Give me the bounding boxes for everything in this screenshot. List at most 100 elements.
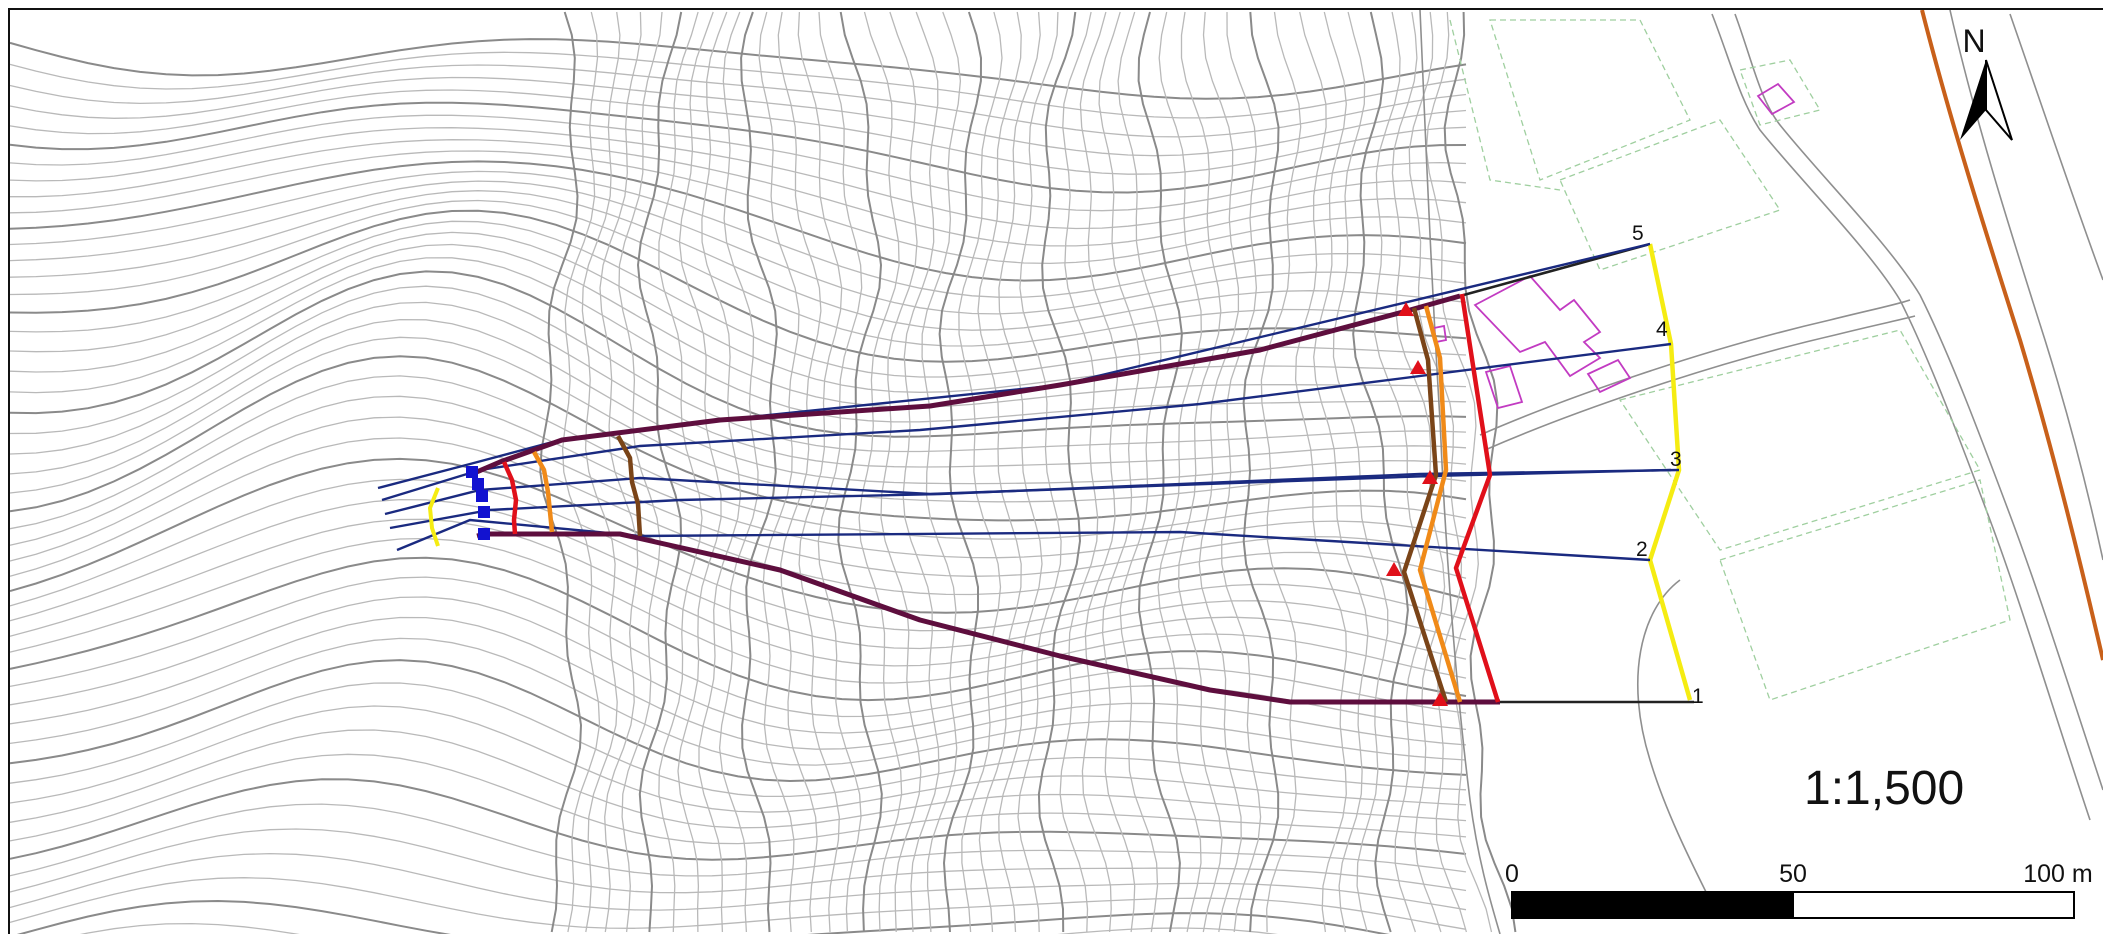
section-markers xyxy=(466,302,1448,706)
buildings xyxy=(1432,82,1796,410)
section-lines xyxy=(377,242,1680,562)
building-outline xyxy=(1484,364,1524,410)
section-label-1: 1 xyxy=(1692,685,1704,708)
contour-line xyxy=(9,89,1467,175)
contour-line xyxy=(9,576,1467,718)
contour-line xyxy=(9,416,1467,577)
red-triangle-icon xyxy=(1422,470,1438,484)
contour-line xyxy=(9,190,1467,331)
contour-line xyxy=(9,231,1467,393)
contour-line xyxy=(9,243,1467,408)
parcel-boundary xyxy=(1618,329,1981,551)
section-label-3: 3 xyxy=(1670,448,1682,471)
contour-line xyxy=(902,11,940,933)
contour-line xyxy=(9,51,1467,119)
contour-line xyxy=(9,375,1467,540)
river-line xyxy=(1920,9,2103,661)
contour-line xyxy=(9,199,1467,347)
contour-line xyxy=(9,877,1467,930)
contour-line xyxy=(9,76,1467,157)
building-outline xyxy=(1586,358,1632,394)
scale-label-100: 100 m xyxy=(2023,860,2092,888)
road-edge xyxy=(1484,315,1916,451)
blue-square-icon xyxy=(478,506,490,518)
blue-square-icon xyxy=(476,490,488,502)
contour-line xyxy=(9,537,1467,684)
contour-line xyxy=(1037,11,1082,933)
contour-line xyxy=(9,257,1467,423)
contour-line xyxy=(9,682,1467,798)
contour-line xyxy=(9,616,1467,750)
contour-line xyxy=(758,11,800,933)
road-edge xyxy=(1479,299,1911,436)
contour-line xyxy=(9,170,1467,298)
contour-line xyxy=(658,11,703,933)
contour-line xyxy=(1425,11,1493,933)
flow-simulation xyxy=(377,242,1694,705)
contour-line xyxy=(9,180,1467,315)
contour-line xyxy=(9,437,1467,596)
contour-line xyxy=(880,11,922,933)
contour-line xyxy=(1117,11,1162,933)
contour-line xyxy=(9,828,1467,894)
section-label-4: 4 xyxy=(1656,318,1668,341)
contour-line xyxy=(1017,11,1062,933)
section-line-4 xyxy=(381,342,1672,502)
road-edge xyxy=(1734,13,2103,791)
contour-line xyxy=(9,114,1467,212)
contour-line xyxy=(9,705,1467,813)
contour-line xyxy=(9,285,1467,453)
contour-line xyxy=(9,518,1467,667)
contour-line xyxy=(718,11,759,933)
scale-label-50: 50 xyxy=(1779,860,1807,888)
contour-line xyxy=(1408,11,1468,933)
contour-line xyxy=(1157,11,1202,933)
contour-line xyxy=(998,11,1043,933)
contour-line xyxy=(9,355,1467,522)
contour-line xyxy=(618,11,663,933)
contour-line xyxy=(9,160,1467,282)
red-triangle-icon xyxy=(1410,360,1426,374)
contour-line xyxy=(9,220,1467,378)
contour-line xyxy=(858,11,903,933)
section-line-3 xyxy=(384,468,1672,516)
flow-boundary-bottom xyxy=(476,531,1500,705)
contour-line xyxy=(698,11,742,933)
contour-line xyxy=(1313,11,1369,933)
contour-line xyxy=(9,852,1467,911)
front-red-right xyxy=(1453,293,1501,703)
contour-lines xyxy=(9,11,1517,934)
contour-line xyxy=(10,139,1467,247)
contour-line xyxy=(1198,11,1242,933)
red-triangle-icon xyxy=(1432,692,1448,706)
flow-boundary-top xyxy=(471,293,1461,477)
contour-line xyxy=(977,11,1022,933)
blue-square-icon xyxy=(472,478,484,490)
roads xyxy=(1419,9,2103,934)
scale-label-0: 0 xyxy=(1505,860,1519,888)
contour-line xyxy=(1221,11,1262,933)
contour-line xyxy=(9,38,1467,100)
contour-line xyxy=(1098,11,1141,933)
blue-square-icon xyxy=(466,466,478,478)
contour-line xyxy=(9,150,1467,265)
contour-line xyxy=(938,11,983,933)
contour-line xyxy=(958,11,1003,933)
road-edge xyxy=(1636,579,1711,901)
contour-line xyxy=(677,11,722,933)
scale-segment-white xyxy=(1792,891,2075,919)
scale-segment-black xyxy=(1511,891,1794,919)
contour-line xyxy=(561,11,601,933)
parcel-boundary xyxy=(1559,119,1782,271)
contour-line xyxy=(9,803,1467,877)
scale-ratio: 1:1,500 xyxy=(1804,762,1964,815)
section-line-2 xyxy=(389,468,1680,530)
contour-line xyxy=(1178,11,1223,933)
contour-line xyxy=(1260,11,1302,933)
contour-line xyxy=(817,11,863,933)
contour-line xyxy=(636,11,683,933)
contour-line xyxy=(1352,11,1409,933)
map-frame xyxy=(8,8,2103,934)
contour-line xyxy=(9,659,1467,783)
